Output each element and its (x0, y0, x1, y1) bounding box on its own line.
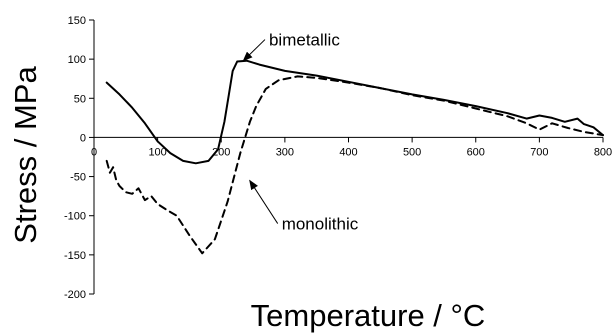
x-tick-label: 800 (594, 146, 612, 158)
y-tick-label: 0 (80, 132, 86, 144)
y-tick-label: -200 (64, 289, 86, 301)
x-tick-label: 400 (339, 146, 357, 158)
y-tick-label: 50 (74, 93, 86, 105)
series-group (105, 59, 604, 255)
series-monolithic-line (105, 75, 604, 255)
x-tick-label: 100 (148, 146, 166, 158)
y-tick-label: -150 (64, 250, 86, 262)
x-tick-label: 0 (91, 146, 97, 158)
y-tick-label: 150 (68, 15, 86, 27)
x-tick-label: 500 (403, 146, 421, 158)
x-axis-title: Temperature / °C (251, 298, 486, 333)
y-tick-label: -100 (64, 211, 86, 223)
annotation-arrow (249, 179, 279, 224)
annotation-label-bimetallic: bimetallic (269, 31, 340, 50)
y-axis-title: Stress / MPa (8, 66, 43, 244)
y-tick-label: 100 (68, 54, 86, 66)
x-tick-label: 300 (276, 146, 294, 158)
series-bimetallic-line (105, 59, 604, 165)
annotation-label-monolithic: monolithic (282, 215, 359, 234)
annotations-group: bimetallic monolithic (242, 31, 359, 234)
y-tick-label: -50 (70, 172, 86, 184)
annotation-arrow (242, 39, 266, 62)
x-tick-label: 700 (530, 146, 548, 158)
x-tick-label: 600 (467, 146, 485, 158)
